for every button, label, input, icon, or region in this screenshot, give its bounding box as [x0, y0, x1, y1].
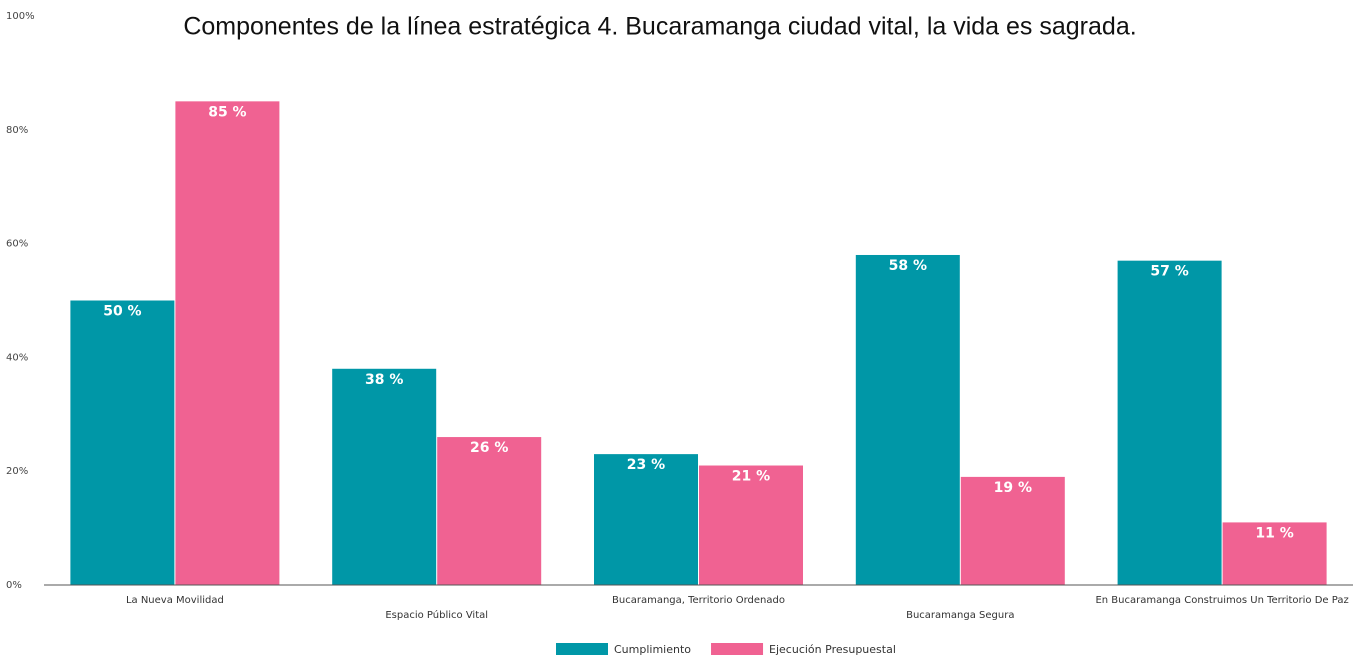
chart-title: Componentes de la línea estratégica 4. B… [183, 13, 1136, 41]
value-label: 50 % [103, 304, 141, 320]
x-tick-label: En Bucaramanga Construimos Un Territorio… [1095, 595, 1348, 606]
legend-swatch [556, 643, 608, 655]
x-tick-label: La Nueva Movilidad [126, 595, 224, 606]
value-label: 38 % [365, 372, 403, 388]
value-label: 19 % [994, 480, 1032, 496]
bar [332, 368, 437, 585]
value-label: 26 % [470, 440, 508, 456]
value-label: 21 % [732, 469, 770, 485]
bar [1222, 522, 1327, 585]
y-tick-label: 80% [6, 125, 28, 136]
y-tick-label: 40% [6, 352, 28, 363]
y-tick-label: 60% [6, 239, 28, 250]
bar [699, 465, 803, 585]
legend-label: Ejecución Presupuestal [769, 643, 896, 656]
x-tick-label: Espacio Público Vital [385, 609, 488, 621]
bar [1117, 260, 1222, 585]
value-label: 57 % [1150, 264, 1188, 280]
y-tick-label: 100% [6, 11, 35, 22]
bar [437, 437, 542, 585]
bar [70, 300, 175, 585]
y-tick-label: 0% [6, 580, 22, 591]
legend-label: Cumplimiento [614, 643, 691, 656]
legend-swatch [711, 643, 764, 655]
value-label: 23 % [627, 457, 665, 473]
value-label: 85 % [208, 104, 246, 120]
x-tick-label: Bucaramanga Segura [906, 610, 1014, 621]
bar [594, 454, 698, 585]
bar [855, 254, 960, 586]
bar [960, 476, 1065, 585]
x-tick-label: Bucaramanga, Territorio Ordenado [612, 595, 785, 606]
bar [175, 101, 280, 585]
y-tick-label: 20% [6, 466, 28, 477]
value-label: 58 % [889, 258, 927, 274]
value-label: 11 % [1255, 525, 1293, 541]
